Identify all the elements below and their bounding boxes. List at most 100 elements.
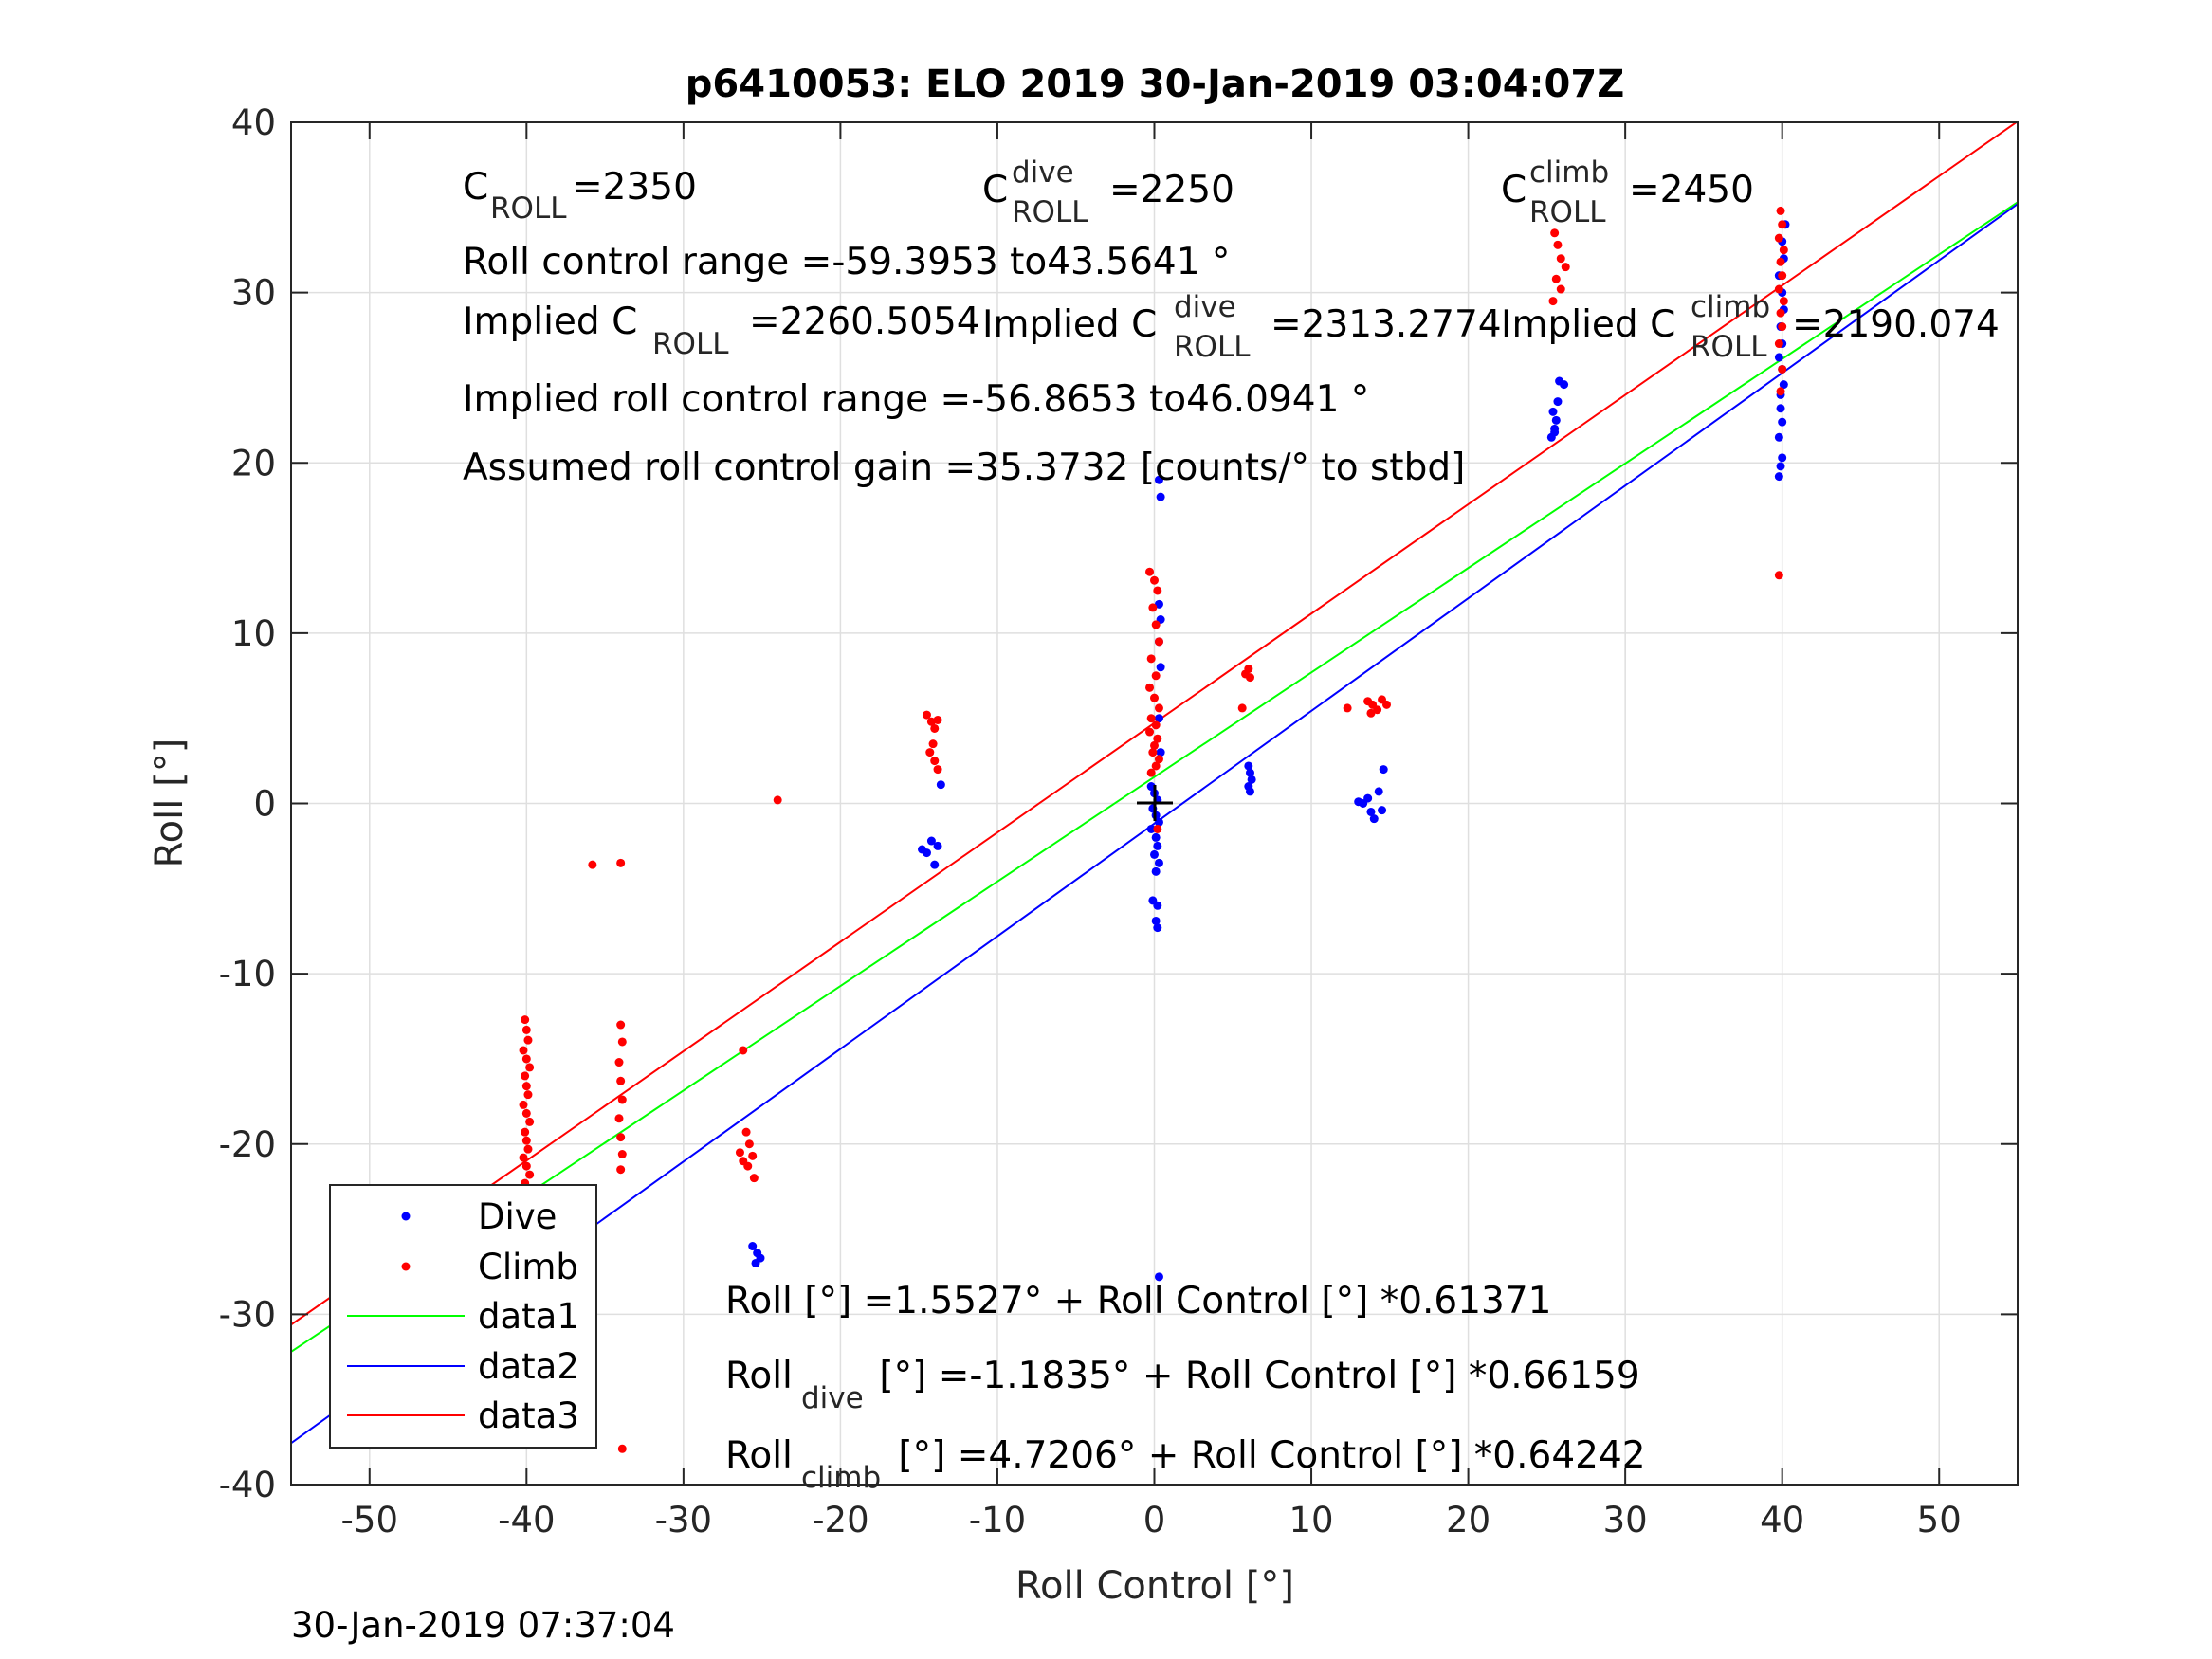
svg-text:Roll: Roll [725,1434,793,1477]
annotation-implied-c-climb: Implied C climb ROLL =2190.074 [1501,290,2000,364]
climb-point [1146,654,1156,664]
climb-point [1556,254,1565,264]
dive-point [1156,748,1165,757]
climb-point [1779,297,1788,306]
climb-point [1778,364,1787,374]
legend-data1-label: data1 [478,1296,579,1337]
y-axis-label: Roll [°] [148,738,192,868]
dive-point [748,1242,758,1251]
climb-point [1551,274,1561,283]
climb-point [521,1025,531,1034]
dive-point [1366,807,1376,816]
x-tick-label: -30 [655,1500,712,1540]
climb-point [1366,708,1376,718]
climb-point [1145,727,1155,737]
footer-timestamp: 30-Jan-2019 07:37:04 [291,1605,675,1646]
svg-text:ROLL: ROLL [1529,195,1606,229]
climb-point [617,1095,627,1104]
svg-text:dive: dive [801,1381,864,1415]
climb-point [614,1058,624,1067]
svg-text:ROLL: ROLL [652,327,729,361]
climb-point [1145,567,1155,576]
climb-point [1382,700,1392,709]
legend-data3-label: data3 [478,1395,579,1436]
climb-point [521,1108,531,1118]
climb-point [773,795,782,805]
dive-point [1553,397,1563,407]
climb-point [616,1133,626,1142]
dive-point [930,860,940,869]
climb-point [1779,246,1788,255]
dive-point [1378,806,1387,815]
climb-point [523,1090,533,1100]
svg-text:C: C [463,166,488,209]
x-tick-label: -20 [812,1500,868,1540]
climb-point [521,1127,530,1137]
legend-data2-label: data2 [478,1346,579,1387]
climb-point [1561,263,1570,272]
svg-text:Roll: Roll [725,1355,793,1397]
climb-point [1774,233,1783,243]
dive-point [1551,415,1561,425]
climb-point [928,739,938,749]
climb-point [1776,257,1785,266]
climb-point [1153,734,1162,743]
dive-point [1363,793,1373,803]
svg-text:climb: climb [1529,155,1609,190]
y-tick-label: 30 [231,273,276,314]
dive-point [1151,832,1161,842]
y-tick-label: 40 [231,102,276,143]
dive-point [1560,380,1569,390]
climb-point [1553,240,1563,249]
climb-point [616,858,626,867]
dive-point [1151,866,1161,876]
x-tick-label: 50 [1917,1500,1962,1540]
svg-text:ROLL: ROLL [490,191,567,226]
svg-text:[°] =-1.1835° + Roll Control [: [°] =-1.1835° + Roll Control [°] *0.6615… [868,1355,1640,1397]
climb-point [1146,714,1156,723]
svg-text:dive: dive [1174,290,1236,324]
dive-point [1153,923,1162,933]
svg-text:C: C [982,169,1008,211]
climb-point [1148,748,1158,757]
svg-text:=2260.5054: =2260.5054 [749,301,980,343]
climb-point [925,748,935,757]
legend-item-data1: data1 [347,1296,579,1337]
annotation-implied-range: Implied roll control range =-56.8653 to4… [463,378,1369,421]
climb-point [739,1046,748,1055]
climb-point [617,1037,627,1047]
dive-point [1245,787,1254,796]
climb-point [1776,308,1785,318]
svg-text:Implied C: Implied C [982,303,1157,346]
dive-point [1156,492,1165,501]
climb-point [521,1054,531,1064]
climb-point [1151,620,1161,629]
climb-point [1373,705,1382,715]
climb-point [1245,673,1254,683]
x-tick-label: -50 [341,1500,398,1540]
dive-point [1154,714,1163,723]
climb-point [1343,703,1352,713]
climb-point [933,715,942,724]
svg-text:=2350: =2350 [572,166,697,209]
climb-point [1774,284,1783,294]
dive-point [1154,475,1163,484]
x-tick-labels: -50 -40 -30 -20 -10 0 10 20 30 40 50 [341,1500,1962,1540]
climb-point [1153,586,1162,595]
dive-point [922,848,931,858]
climb-point [525,1170,535,1179]
svg-text:Implied C: Implied C [1501,303,1675,346]
y-tick-label: -20 [219,1124,276,1165]
climb-point [1146,768,1156,777]
dive-point [1774,472,1783,482]
y-tick-label: 10 [231,613,276,654]
climb-point [1778,271,1787,281]
climb-point [523,1144,533,1154]
legend-item-dive: Dive [401,1196,557,1237]
climb-point [1151,761,1161,771]
climb-point [1148,603,1158,612]
dive-point [1150,849,1159,859]
climb-point [1244,665,1253,674]
dive-point [1154,858,1163,867]
